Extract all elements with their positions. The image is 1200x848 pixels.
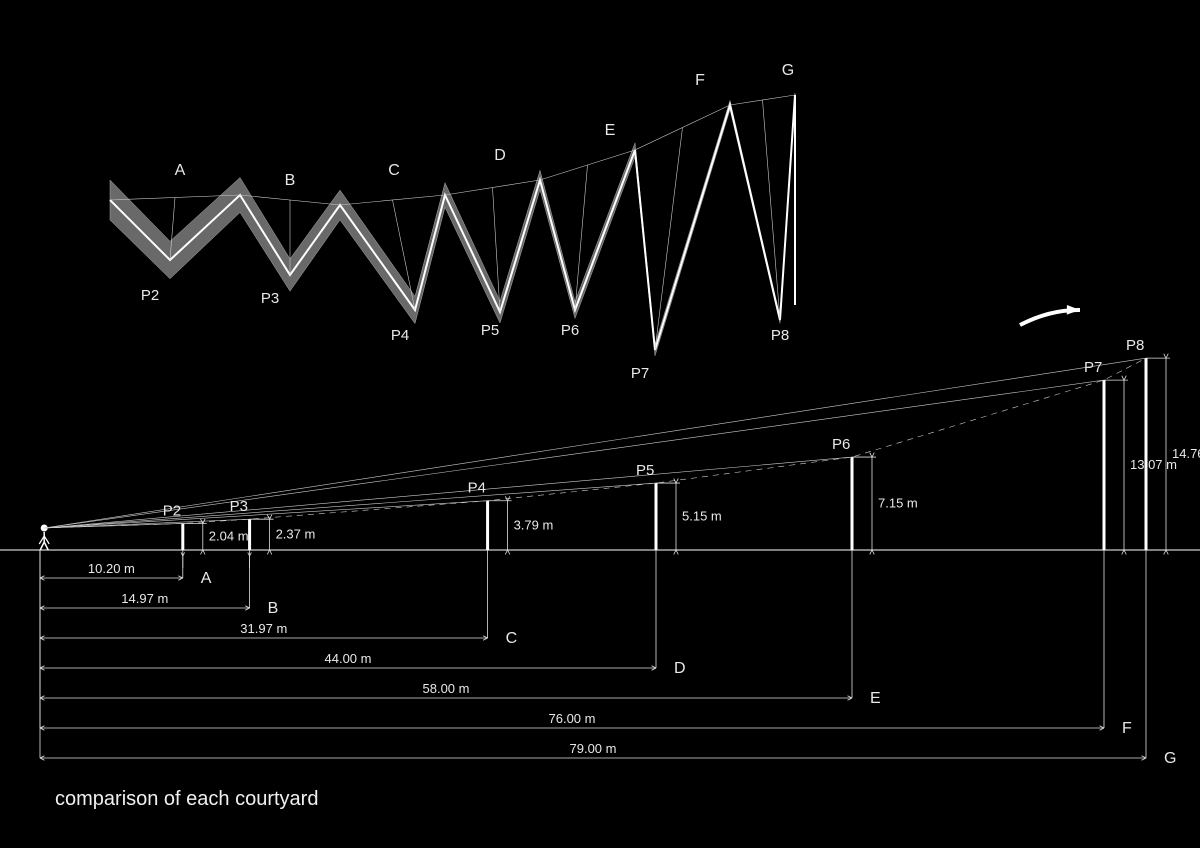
height-dim: 2.37 m (276, 527, 316, 542)
dist-label: A (201, 570, 212, 587)
persp-top-label: A (175, 162, 186, 179)
persp-top-label: C (388, 162, 400, 179)
plabel: P3 (230, 498, 248, 515)
height-dim: 2.04 m (209, 529, 249, 544)
dist-label: E (870, 690, 881, 707)
dist-value: 79.00 m (570, 741, 617, 756)
persp-bottom-label: P8 (771, 327, 789, 344)
persp-top-label: G (782, 62, 794, 79)
dist-value: 10.20 m (88, 561, 135, 576)
persp-bottom-label: P2 (141, 287, 159, 304)
dist-label: C (506, 630, 518, 647)
persp-top-label: E (605, 122, 616, 139)
height-dim: 14.76 m (1172, 446, 1200, 461)
caption: comparison of each courtyard (55, 788, 318, 810)
persp-bottom-label: P4 (391, 327, 409, 344)
persp-bottom-label: P5 (481, 322, 499, 339)
persp-top-label: F (695, 72, 705, 89)
dist-label: G (1164, 750, 1176, 767)
plabel: P4 (468, 480, 486, 497)
plabel: P5 (636, 462, 654, 479)
persp-bottom-label: P3 (261, 290, 279, 307)
dist-label: B (268, 600, 279, 617)
persp-top-label: B (285, 172, 296, 189)
height-dim: 13.07 m (1130, 457, 1177, 472)
plabel: P8 (1126, 337, 1144, 354)
height-dim: 3.79 m (514, 517, 554, 532)
persp-top-label: D (494, 147, 506, 164)
height-dim: 7.15 m (878, 496, 918, 511)
persp-bottom-label: P7 (631, 365, 649, 382)
plabel: P7 (1084, 359, 1102, 376)
dist-value: 44.00 m (325, 651, 372, 666)
plabel: P6 (832, 436, 850, 453)
dist-label: D (674, 660, 686, 677)
dist-value: 58.00 m (423, 681, 470, 696)
height-dim: 5.15 m (682, 509, 722, 524)
persp-bottom-label: P6 (561, 322, 579, 339)
dist-value: 76.00 m (549, 711, 596, 726)
dist-label: F (1122, 720, 1132, 737)
dist-value: 31.97 m (240, 621, 287, 636)
plabel: P2 (163, 502, 181, 519)
dist-value: 14.97 m (121, 591, 168, 606)
